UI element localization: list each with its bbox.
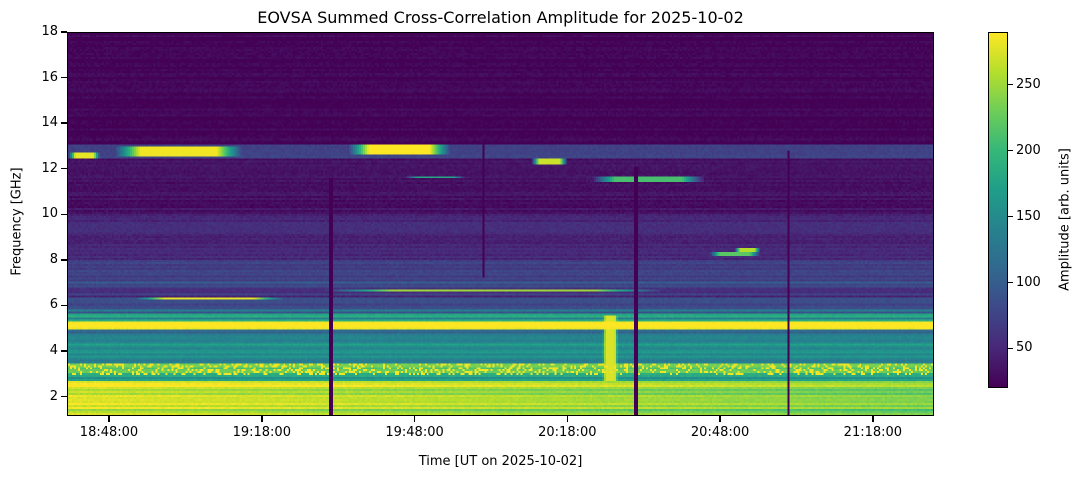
y-tick-mark — [61, 213, 67, 216]
x-tick-label: 19:18:00 — [232, 425, 291, 440]
x-tick-label: 19:48:00 — [385, 425, 444, 440]
spectrogram-heatmap — [68, 33, 933, 415]
y-tick-label: 8 — [49, 251, 58, 267]
colorbar-label: Amplitude [arb. units] — [1057, 148, 1073, 291]
y-tick-label: 2 — [49, 388, 58, 404]
x-tick-mark — [108, 416, 110, 422]
colorbar — [988, 32, 1008, 388]
y-tick-mark — [61, 31, 67, 33]
y-tick-label: 18 — [41, 24, 58, 39]
y-tick-mark — [61, 122, 67, 124]
chart-title: EOVSA Summed Cross-Correlation Amplitude… — [257, 8, 744, 27]
x-tick-label: 21:18:00 — [843, 425, 903, 440]
y-axis-label: Frequency [GHz] — [9, 167, 25, 276]
x-axis-label: Time [UT on 2025-10-02] — [418, 454, 583, 469]
y-tick-mark — [61, 259, 67, 261]
y-tick-label: 14 — [41, 115, 58, 131]
colorbar-tick-mark — [1008, 215, 1013, 218]
y-tick-label: 16 — [41, 69, 58, 85]
x-tick-mark — [872, 416, 874, 422]
x-tick-label: 20:48:00 — [690, 425, 750, 440]
colorbar-tick-mark — [1008, 347, 1013, 350]
colorbar-tick-label: 100 — [1016, 274, 1041, 290]
colorbar-tick-mark — [1008, 281, 1013, 284]
colorbar-tick-label: 200 — [1016, 142, 1041, 158]
x-tick-mark — [566, 416, 569, 422]
y-tick-mark — [61, 167, 67, 170]
colorbar-tick-label: 150 — [1016, 208, 1041, 224]
colorbar-tick-mark — [1008, 83, 1013, 86]
y-tick-label: 10 — [41, 206, 58, 222]
x-tick-label: 20:18:00 — [538, 425, 597, 440]
x-tick-mark — [719, 416, 721, 422]
y-tick-mark — [61, 76, 67, 79]
colorbar-tick-mark — [1008, 149, 1013, 152]
y-tick-mark — [61, 395, 67, 398]
y-tick-label: 12 — [41, 160, 58, 176]
x-tick-mark — [413, 416, 416, 422]
x-tick-label: 18:48:00 — [79, 425, 139, 440]
spectrogram-plot-area — [67, 32, 934, 416]
colorbar-tick-label: 250 — [1016, 76, 1041, 92]
colorbar-tick-label: 50 — [1016, 340, 1033, 356]
y-tick-label: 4 — [49, 343, 58, 359]
y-tick-mark — [61, 350, 67, 352]
y-tick-mark — [61, 304, 67, 307]
y-tick-label: 6 — [49, 297, 58, 313]
x-tick-mark — [261, 416, 263, 422]
